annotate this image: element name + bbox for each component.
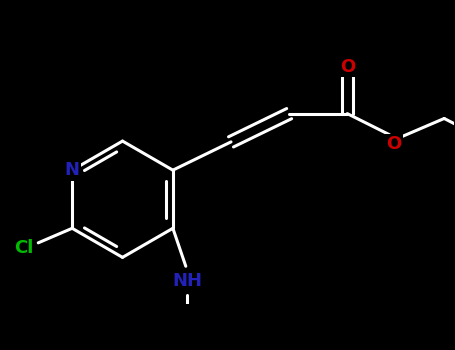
Text: Cl: Cl <box>14 239 33 258</box>
Text: N: N <box>65 161 80 179</box>
Text: O: O <box>386 135 402 153</box>
Text: NH: NH <box>172 272 202 290</box>
Text: O: O <box>340 58 355 76</box>
